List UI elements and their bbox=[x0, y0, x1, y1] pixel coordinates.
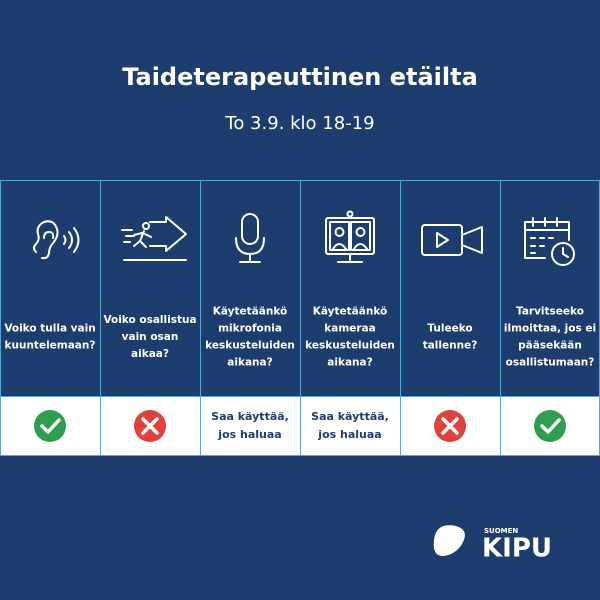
answer-text: jos haluaa bbox=[317, 428, 381, 441]
question-text: mikrofonia bbox=[218, 323, 282, 335]
microphone-icon bbox=[235, 213, 265, 263]
calendar-icon bbox=[524, 217, 575, 266]
question-text: keskusteluiden bbox=[305, 340, 395, 352]
logo-text: KIPU bbox=[482, 534, 552, 564]
question-text: Tuleeko bbox=[427, 323, 472, 335]
question-text: aikana? bbox=[227, 357, 272, 369]
ear-icon bbox=[33, 220, 80, 260]
question-text: osallistumaan? bbox=[506, 357, 595, 369]
answer-text: Saa käyttää, bbox=[211, 410, 289, 423]
question-text: kameraa bbox=[324, 323, 375, 335]
question-text: aikana? bbox=[327, 357, 372, 369]
question-text: Tarvitseeko bbox=[516, 306, 584, 318]
question-text: keskusteluiden bbox=[205, 340, 295, 352]
answer-text: Saa käyttää, bbox=[311, 410, 389, 423]
cross-icon bbox=[134, 410, 166, 442]
question-text: tallenne? bbox=[423, 340, 478, 352]
question-text: Käytetäänkö bbox=[213, 306, 287, 318]
logo-mark bbox=[433, 525, 465, 557]
title: Taideterapeuttinen etäilta bbox=[122, 63, 478, 91]
table-grid bbox=[0, 180, 600, 456]
question-text: pääsekään bbox=[518, 340, 582, 352]
question-text: Voiko osallistua bbox=[103, 314, 196, 326]
question-text: kuuntelemaan? bbox=[5, 340, 96, 352]
subtitle: To 3.9. klo 18-19 bbox=[224, 113, 374, 134]
check-icon bbox=[34, 410, 66, 442]
question-text: Voiko tulla vain bbox=[4, 323, 95, 335]
question-text: aikaa? bbox=[131, 348, 169, 360]
video-call-icon bbox=[325, 210, 375, 263]
cross-icon bbox=[434, 410, 466, 442]
question-text: vain osan bbox=[122, 331, 179, 343]
check-icon bbox=[534, 410, 566, 442]
camera-icon bbox=[421, 224, 483, 256]
answer-text: jos haluaa bbox=[217, 428, 281, 441]
exit-icon bbox=[121, 216, 187, 261]
question-text: Käytetäänkö bbox=[313, 306, 387, 318]
logo-small-text: SUOMEN bbox=[484, 527, 518, 535]
question-text: ilmoittaa, jos ei bbox=[504, 323, 596, 335]
